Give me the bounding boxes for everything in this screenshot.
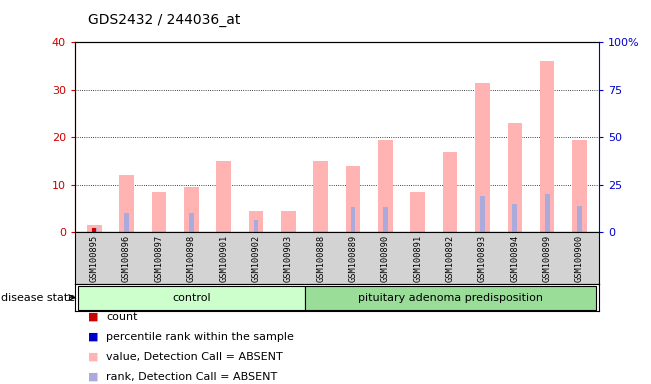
- Text: GSM100893: GSM100893: [478, 234, 487, 281]
- Bar: [305, 286, 596, 310]
- Text: GSM100891: GSM100891: [413, 234, 422, 281]
- Bar: [281, 211, 296, 232]
- Bar: [508, 123, 522, 232]
- Text: GDS2432 / 244036_at: GDS2432 / 244036_at: [88, 13, 240, 27]
- Text: GSM100899: GSM100899: [543, 234, 551, 281]
- Text: GSM100890: GSM100890: [381, 234, 390, 281]
- Bar: [87, 225, 102, 232]
- Bar: [572, 140, 587, 232]
- Text: percentile rank within the sample: percentile rank within the sample: [106, 332, 294, 342]
- Bar: [512, 204, 518, 232]
- Text: ■: ■: [88, 332, 98, 342]
- Text: GSM100903: GSM100903: [284, 234, 293, 281]
- Text: disease state: disease state: [1, 293, 75, 303]
- Text: rank, Detection Call = ABSENT: rank, Detection Call = ABSENT: [106, 372, 277, 382]
- Bar: [78, 286, 305, 310]
- Bar: [351, 207, 355, 232]
- Text: GSM100901: GSM100901: [219, 234, 228, 281]
- Bar: [480, 196, 485, 232]
- Text: ■: ■: [88, 352, 98, 362]
- Text: GSM100888: GSM100888: [316, 234, 326, 281]
- Text: pituitary adenoma predisposition: pituitary adenoma predisposition: [357, 293, 543, 303]
- Bar: [216, 161, 231, 232]
- Bar: [411, 192, 425, 232]
- Bar: [545, 194, 549, 232]
- Bar: [378, 140, 393, 232]
- Bar: [346, 166, 361, 232]
- Bar: [189, 214, 194, 232]
- Text: ■: ■: [88, 372, 98, 382]
- Bar: [119, 175, 134, 232]
- Bar: [383, 207, 388, 232]
- Bar: [577, 206, 582, 232]
- Bar: [124, 214, 129, 232]
- Bar: [184, 187, 199, 232]
- Text: GSM100896: GSM100896: [122, 234, 131, 281]
- Text: ■: ■: [88, 312, 98, 322]
- Text: GSM100902: GSM100902: [251, 234, 260, 281]
- Text: GSM100889: GSM100889: [348, 234, 357, 281]
- Bar: [92, 228, 97, 232]
- Bar: [152, 192, 166, 232]
- Text: GSM100892: GSM100892: [446, 234, 454, 281]
- Text: GSM100894: GSM100894: [510, 234, 519, 281]
- Text: GSM100897: GSM100897: [154, 234, 163, 281]
- Text: value, Detection Call = ABSENT: value, Detection Call = ABSENT: [106, 352, 283, 362]
- Text: GSM100900: GSM100900: [575, 234, 584, 281]
- Bar: [540, 61, 555, 232]
- Text: count: count: [106, 312, 137, 322]
- Text: GSM100895: GSM100895: [90, 234, 99, 281]
- Text: control: control: [172, 293, 211, 303]
- Text: GSM100898: GSM100898: [187, 234, 196, 281]
- Bar: [475, 83, 490, 232]
- Bar: [313, 161, 328, 232]
- Bar: [249, 211, 263, 232]
- Bar: [443, 152, 458, 232]
- Bar: [254, 220, 258, 232]
- Bar: [92, 228, 96, 232]
